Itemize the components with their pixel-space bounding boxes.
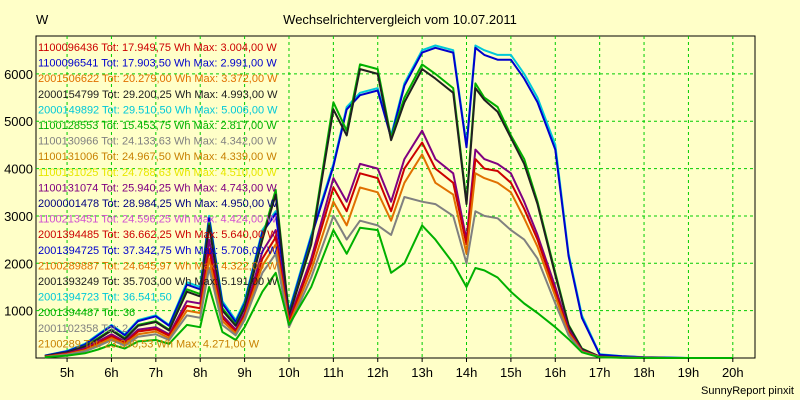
x-tick-label: 5h [60, 365, 74, 380]
series-lines [44, 44, 733, 359]
x-tick-label: 20h [722, 365, 744, 380]
footer-credit: SunnyReport pinxit [701, 385, 794, 397]
y-tick-label: 4000 [4, 162, 33, 177]
legend-entry: 1100130966 Tot: 24.133,63 Wh Max: 4.342,… [38, 136, 277, 148]
legend-entry: 2000149892 Tot: 29.510,50 Wh Max: 5.006,… [38, 104, 278, 116]
legend-entry: 1100128553 Tot: 15.453,75 Wh Max: 2.817,… [38, 120, 277, 132]
legend-entry: 1100096436 Tot: 17.949,75 Wh Max: 3.004,… [38, 42, 277, 54]
x-ticks: 5h 6h 7h 8h 9h 10h 11h 12h 13h 14h 15h 16h 17h 18h 19h… [60, 358, 744, 380]
chart-title: Wechselrichtervergleich vom 10.07.2011 [283, 12, 517, 27]
legend-entry: 2001394725 Tot: 37.342,75 Wh Max: 5.706,… [38, 245, 278, 257]
y-tick-label: 1000 [4, 304, 33, 319]
x-tick-label: 9h [237, 365, 251, 380]
series-line-8 [44, 224, 733, 359]
legend-entry: 2001506622 Tot: 20.279,00 Wh Max: 3.372,… [38, 73, 278, 85]
y-tick-label: 5000 [4, 114, 33, 129]
x-tick-label: 7h [149, 365, 163, 380]
legend-entry: 2001102358 Tot: 2 [38, 323, 128, 335]
x-tick-label: 10h [278, 365, 300, 380]
y-tick-label: 3000 [4, 209, 33, 224]
legend-entry: 2001394723 Tot: 36.541,50 [38, 292, 172, 304]
legend-entry: 2001393249 Tot: 35.703,00 Wh Max: 5.191,… [38, 276, 278, 288]
x-tick-label: 8h [193, 365, 207, 380]
x-tick-label: 18h [633, 365, 655, 380]
legend-entry: 2100289 Tot: 23.390,53 Wh Max: 4.271,00 … [38, 338, 260, 350]
x-tick-label: 14h [456, 365, 478, 380]
grid [35, 35, 756, 359]
legend-entry: 2000154799 Tot: 29.200,25 Wh Max: 4.993,… [38, 89, 278, 101]
legend-entry: 2000001478 Tot: 28.984,25 Wh Max: 4.950,… [38, 198, 278, 210]
legend-entry: 1100131025 Tot: 24.788,63 Wh Max: 4.510,… [38, 167, 277, 179]
legend-entry: 2001394485 Tot: 36.662,25 Wh Max: 5.640,… [38, 229, 278, 241]
y-ticks: 1000 2000 3000 4000 5000 6000 [4, 67, 33, 319]
legend-entry: 1100213451 Tot: 24.596,25 Wh Max: 4.424,… [38, 214, 277, 226]
x-tick-label: 12h [367, 365, 389, 380]
y-axis-unit: W [36, 12, 49, 27]
legend-entry: 2100289887 Tot: 24.645,97 Wh Max: 4.322,… [38, 260, 278, 272]
series-line-3 [44, 68, 733, 359]
legend-entry: 1100096541 Tot: 17.903,50 Wh Max: 2.991,… [38, 58, 277, 70]
x-tick-label: 17h [589, 365, 611, 380]
legend: 1100096436 Tot: 17.949,75 Wh Max: 3.004,… [38, 42, 278, 350]
y-tick-label: 2000 [4, 256, 33, 271]
series-line-1 [44, 46, 733, 359]
x-tick-label: 6h [104, 365, 118, 380]
x-tick-label: 16h [544, 365, 566, 380]
legend-entry: 1100131006 Tot: 24.967,50 Wh Max: 4.339,… [38, 151, 277, 163]
legend-entry: 2001394487 Tot: 36 [38, 307, 135, 319]
series-line-7 [44, 196, 733, 359]
x-tick-label: 19h [678, 365, 700, 380]
y-tick-label: 6000 [4, 67, 33, 82]
legend-entry: 1100131074 Tot: 25.940,25 Wh Max: 4.743,… [38, 182, 277, 194]
x-tick-label: 15h [500, 365, 522, 380]
x-tick-label: 13h [411, 365, 433, 380]
plot-frame [35, 35, 756, 359]
x-tick-label: 11h [323, 365, 344, 380]
